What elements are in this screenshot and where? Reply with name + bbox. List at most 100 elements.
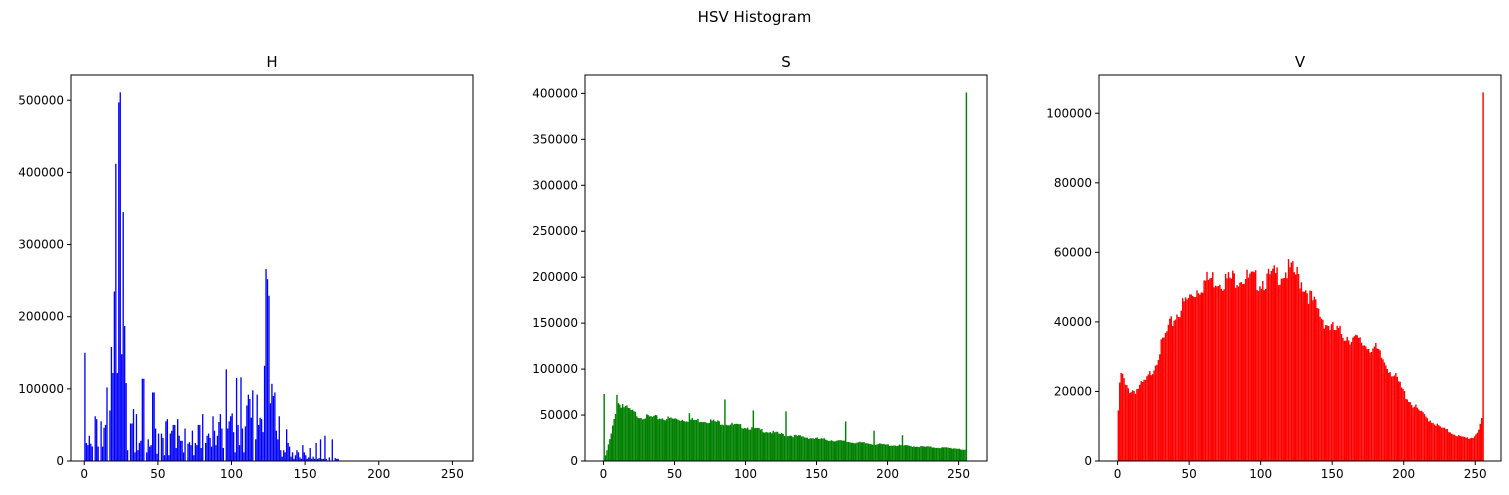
v-bar <box>1170 316 1172 461</box>
s-bar <box>728 425 730 461</box>
v-bar <box>1207 280 1210 461</box>
s-bar <box>954 448 956 461</box>
v-bar <box>1438 425 1440 461</box>
v-bar <box>1419 411 1421 461</box>
s-bar <box>884 444 887 461</box>
s-bar <box>736 423 739 461</box>
h-bar <box>238 445 241 461</box>
v-bar <box>1289 267 1291 461</box>
s-bar <box>611 425 614 461</box>
s-ytick-label: 250000 <box>532 224 578 238</box>
v-bar <box>1319 316 1321 461</box>
h-bar <box>124 326 126 461</box>
s-bar <box>702 422 705 461</box>
s-bar <box>942 447 945 461</box>
v-bar <box>1432 423 1434 461</box>
h-bar <box>151 392 154 461</box>
s-bar <box>624 406 627 461</box>
s-bar <box>621 404 624 461</box>
s-bar <box>790 435 793 461</box>
h-bar <box>118 102 120 462</box>
v-bar <box>1209 278 1211 461</box>
v-bar <box>1249 273 1251 461</box>
s-bar <box>914 446 916 461</box>
v-bar <box>1232 270 1234 461</box>
v-bar <box>1134 393 1137 461</box>
v-bar <box>1350 341 1353 461</box>
h-bar <box>88 435 90 461</box>
h-bar <box>255 439 257 461</box>
v-bar <box>1336 325 1338 461</box>
s-bar <box>908 445 911 461</box>
h-panel-title: H <box>266 53 277 71</box>
h-bar <box>230 416 232 461</box>
s-panel-title: S <box>781 53 791 71</box>
s-bar <box>627 407 630 461</box>
v-bar <box>1373 346 1376 461</box>
v-bar <box>1256 290 1258 461</box>
s-bar <box>651 416 654 461</box>
v-bar <box>1422 412 1424 461</box>
h-bar <box>175 448 177 461</box>
s-bar <box>681 419 684 461</box>
s-bar <box>614 414 617 461</box>
v-bar <box>1293 272 1295 461</box>
v-bar <box>1230 278 1233 461</box>
s-bar <box>609 439 611 461</box>
s-bar <box>657 419 659 461</box>
h-bar <box>210 446 213 461</box>
v-bar <box>1429 420 1431 461</box>
s-bar <box>664 420 666 461</box>
v-bar <box>1222 290 1224 461</box>
h-bar <box>125 383 127 461</box>
s-bar <box>765 432 767 461</box>
h-bar <box>324 435 326 461</box>
h-bar <box>228 421 230 461</box>
v-bar <box>1383 362 1386 461</box>
h-bar <box>160 433 163 461</box>
v-bar <box>1439 426 1441 461</box>
v-xtick-label: 100 <box>1249 467 1272 481</box>
h-bar <box>280 450 282 461</box>
h-bar <box>97 446 99 461</box>
v-bar <box>1380 357 1383 461</box>
s-bar <box>928 446 931 461</box>
v-bar <box>1420 410 1423 461</box>
h-xtick-label: 250 <box>441 467 464 481</box>
v-bar <box>1377 349 1380 461</box>
h-bar <box>87 445 89 461</box>
h-bar <box>325 458 328 461</box>
s-bar <box>904 445 907 461</box>
h-bar <box>241 428 244 461</box>
v-bar <box>1342 337 1344 461</box>
h-bar <box>315 442 317 461</box>
h-bar <box>146 452 148 461</box>
v-bar <box>1459 436 1461 461</box>
v-bar <box>1355 334 1357 461</box>
s-bar <box>876 444 878 461</box>
v-bar <box>1423 414 1426 461</box>
v-bar <box>1279 284 1281 461</box>
v-bar <box>1458 435 1460 461</box>
s-bar <box>789 435 791 461</box>
s-bar <box>863 442 865 461</box>
s-bar <box>775 431 777 461</box>
v-bar <box>1157 359 1160 461</box>
s-bar <box>900 445 902 461</box>
s-bar <box>734 423 736 461</box>
s-bar <box>873 430 875 461</box>
v-bar <box>1367 348 1370 461</box>
s-xtick-label: 100 <box>734 467 757 481</box>
h-bar <box>84 352 86 461</box>
v-bar <box>1390 376 1393 461</box>
s-bar <box>783 435 786 461</box>
h-bar <box>202 414 204 461</box>
v-histogram-panel: V 0 50 100 150 200 250 0 20000 40000 60000 80000 100… <box>1046 53 1502 481</box>
h-ytick-label: 0 <box>56 454 64 468</box>
s-bar <box>879 443 881 461</box>
v-bar <box>1229 277 1231 461</box>
s-bar <box>957 448 959 461</box>
h-bar <box>263 365 266 461</box>
v-bar <box>1310 290 1313 461</box>
s-bar <box>792 437 794 461</box>
